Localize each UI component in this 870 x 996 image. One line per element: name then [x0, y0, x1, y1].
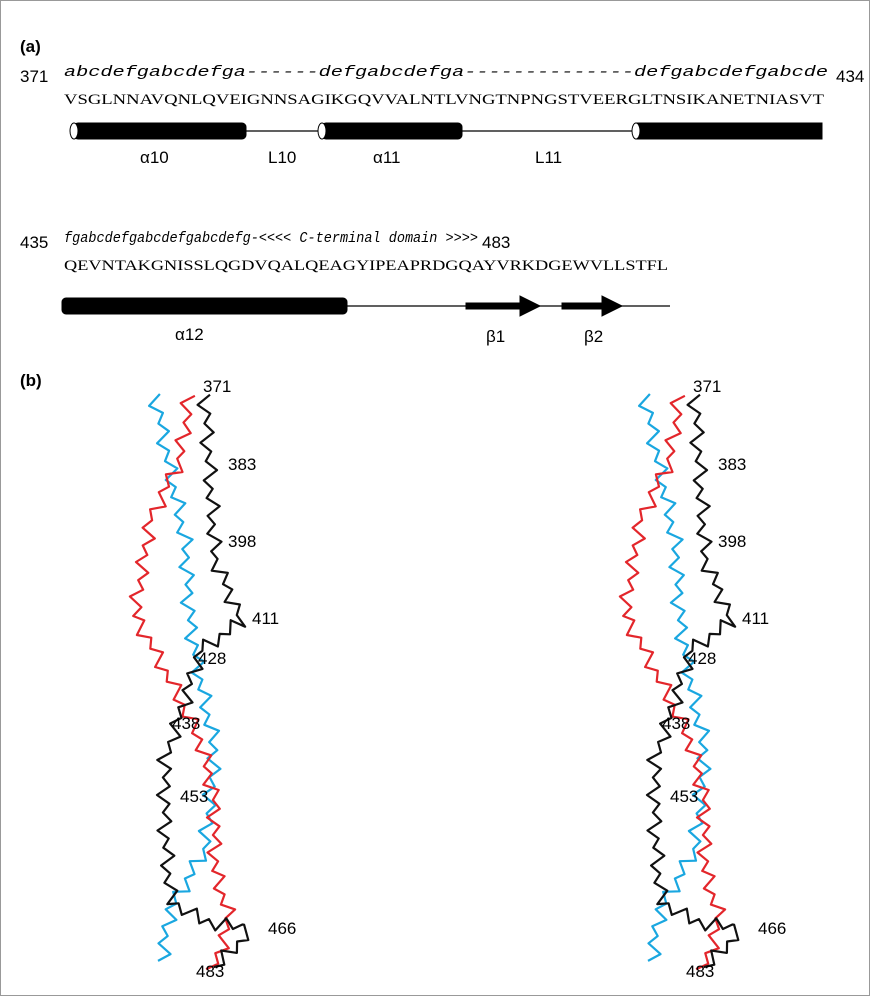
element-label: α12 [175, 325, 204, 344]
residue-label: 383 [228, 455, 256, 474]
stereo-view: 371 383 398 411 428 438 453 466 483 [620, 377, 786, 981]
frame [1, 1, 870, 996]
residue-label: 428 [198, 649, 226, 668]
residue-label: 371 [203, 377, 231, 396]
secondary-structure [70, 123, 822, 139]
residue-label: 438 [662, 714, 690, 733]
end-number: 434 [836, 67, 864, 86]
residue-label: 453 [670, 787, 698, 806]
element-label: L11 [535, 148, 562, 167]
backbone-trace [620, 396, 725, 969]
sequence: VSGLNNAVQNLQVEIGNNSAGIKGQVVALNTLVNGTNPNG… [64, 92, 824, 108]
residue-label: 453 [180, 787, 208, 806]
residue-label: 383 [718, 455, 746, 474]
residue-label: 411 [742, 609, 769, 628]
element-label: L10 [268, 148, 296, 167]
residue-label: 466 [758, 919, 786, 938]
element-label: α10 [140, 148, 169, 167]
residue-label: 483 [196, 962, 224, 981]
start-number: 371 [20, 67, 48, 86]
panel-b: 371 383 398 411 428 438 453 466 483 371 383 398 411 4… [130, 377, 786, 981]
start-number: 435 [20, 233, 48, 252]
panel-a: (a) 371 abcdefgabcdefga------defgabcdefg… [20, 37, 864, 346]
residue-label: 466 [268, 919, 296, 938]
element-label: β2 [584, 327, 603, 346]
heptad: abcdefgabcdefga------defgabcdefga-------… [64, 64, 828, 81]
panel-label: (b) [20, 371, 42, 390]
backbone-trace [149, 394, 220, 961]
secondary-structure [62, 296, 670, 316]
element-label: α11 [373, 148, 400, 167]
residue-label: 438 [172, 714, 200, 733]
end-number: 483 [482, 233, 510, 252]
residue-label: 483 [686, 962, 714, 981]
backbone-trace [130, 396, 235, 969]
residue-label: 428 [688, 649, 716, 668]
figure: (a) 371 abcdefgabcdefga------defgabcdefg… [0, 0, 870, 996]
residue-label: 398 [718, 532, 746, 551]
sequence: QEVNTAKGNISSLQGDVQALQEAGYIPEAPRDGQAYVRKD… [64, 258, 668, 274]
backbone-trace [639, 394, 710, 961]
residue-label: 371 [693, 377, 721, 396]
heptad: fgabcdefgabcdefgabcdefg-<<<< C-terminal … [64, 230, 478, 247]
element-label: β1 [486, 327, 505, 346]
panel-label: (a) [20, 37, 41, 56]
residue-label: 398 [228, 532, 256, 551]
residue-label: 411 [252, 609, 279, 628]
stereo-view: 371 383 398 411 428 438 453 466 483 [130, 377, 296, 981]
